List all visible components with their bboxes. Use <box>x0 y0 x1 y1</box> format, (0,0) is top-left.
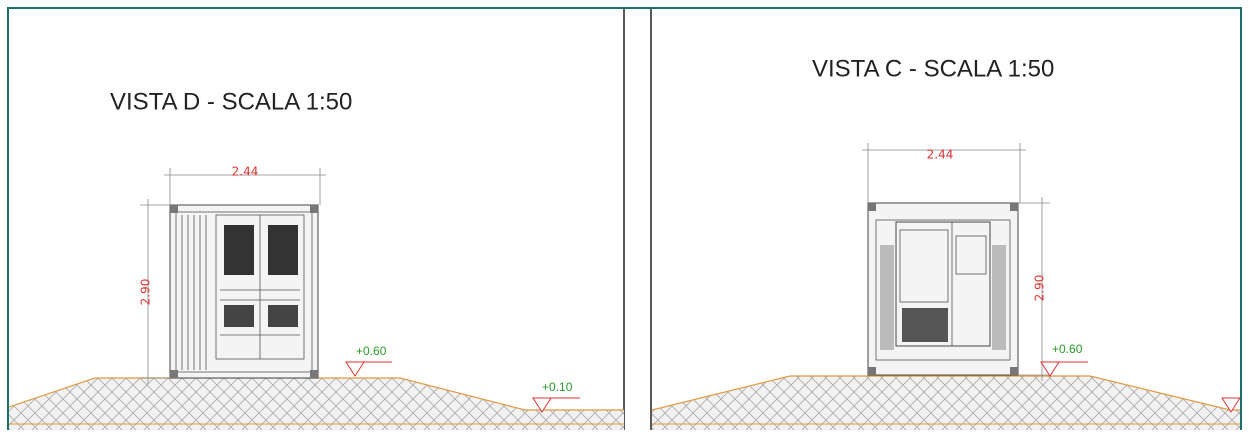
level-marker <box>1040 361 1060 377</box>
height-dimension: 2.90 <box>139 279 153 306</box>
ground-line <box>652 375 1240 411</box>
view-c: 2.44 2.90 +0.60 <box>652 143 1240 430</box>
container <box>169 204 319 379</box>
level-label: +0.10 <box>542 380 573 394</box>
ground-line <box>9 377 624 411</box>
frame <box>7 7 1242 435</box>
width-dimension: 2.44 <box>232 165 259 179</box>
level-label: +0.60 <box>356 344 387 358</box>
level-label: +0.60 <box>1052 342 1083 356</box>
container <box>867 202 1019 376</box>
level-marker <box>1221 397 1240 413</box>
level-marker <box>345 361 365 377</box>
view-title: VISTA C - SCALA 1:50 <box>812 55 1054 82</box>
width-dimension: 2.44 <box>927 148 954 162</box>
view-d: 2.44 2.90 +0.60 +0.10 <box>9 165 624 430</box>
view-title: VISTA D - SCALA 1:50 <box>110 88 352 115</box>
ground <box>9 378 624 430</box>
ground <box>652 376 1240 430</box>
height-dimension: 2.90 <box>1033 275 1047 302</box>
